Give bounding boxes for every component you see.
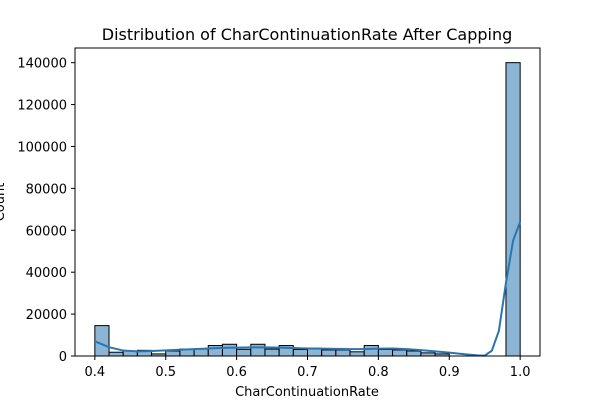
histogram-bar <box>264 348 280 357</box>
bars-group <box>94 62 521 357</box>
histogram-bar <box>349 351 365 357</box>
histogram-bar <box>193 348 209 357</box>
histogram-bar <box>505 62 521 357</box>
x-tick-label: 0.4 <box>85 365 106 380</box>
y-tick-label: 0 <box>59 350 67 365</box>
histogram-bar <box>236 348 252 357</box>
x-tick-label: 0.8 <box>368 365 389 380</box>
histogram-bar <box>406 350 422 357</box>
y-axis: 0 20000 40000 60000 80000 100000 120000 140000 <box>17 57 75 365</box>
y-tick-label: 60000 <box>26 224 67 239</box>
y-tick-label: 100000 <box>17 140 67 155</box>
x-tick-label: 1.0 <box>510 365 531 380</box>
y-axis-label: Count <box>0 183 8 222</box>
histogram-bar <box>321 349 337 357</box>
histogram-bar <box>335 349 351 357</box>
histogram-bar <box>250 343 266 357</box>
plot-frame <box>74 47 541 357</box>
kde-line <box>94 221 522 357</box>
y-tick-label: 120000 <box>17 99 67 114</box>
y-tick-label: 40000 <box>26 266 67 281</box>
histogram-bar <box>377 349 394 357</box>
y-tick-label: 80000 <box>26 182 67 197</box>
histogram-bar <box>363 345 379 357</box>
histogram-bar <box>94 325 110 357</box>
histogram-bar <box>108 351 124 357</box>
x-axis: 0.4 0.5 0.6 0.7 0.8 0.9 1.0 <box>85 356 531 380</box>
histogram-bar <box>292 349 309 357</box>
histogram-bar <box>392 349 408 357</box>
chart-title: Distribution of CharContinuationRate Aft… <box>102 25 513 44</box>
histogram-bar <box>221 343 238 357</box>
y-tick-label: 140000 <box>17 57 67 72</box>
x-tick-label: 0.9 <box>439 365 460 380</box>
x-tick-label: 0.6 <box>226 365 247 380</box>
x-tick-label: 0.7 <box>297 365 318 380</box>
x-axis-label: CharContinuationRate <box>235 385 379 400</box>
x-tick-label: 0.5 <box>155 365 176 380</box>
y-tick-label: 20000 <box>26 308 67 323</box>
histogram-bar <box>165 350 181 357</box>
